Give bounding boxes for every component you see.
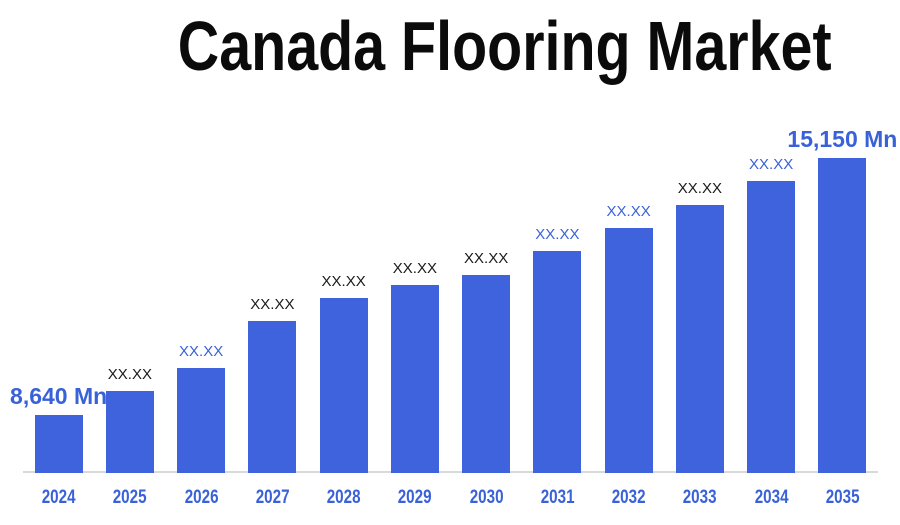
bar-value-label-2030: XX.XX	[464, 250, 509, 267]
bar-2028	[319, 298, 368, 473]
bar-column-2033: XX.XX	[664, 179, 735, 473]
x-axis-label-2030: 2030	[469, 487, 504, 508]
x-axis-label-2028: 2028	[326, 487, 361, 508]
bar-value-label-2032: XX.XX	[606, 203, 651, 220]
bar-value-label-2024: 8,640 Mn	[10, 383, 108, 409]
bar-value-label-2028: XX.XX	[321, 273, 366, 290]
bar-column-2026: XX.XX	[166, 342, 237, 473]
bar-2031	[533, 251, 582, 473]
x-axis-label-2031: 2031	[540, 487, 575, 508]
bar-column-2035: 15,150 Mn	[787, 126, 897, 473]
bar-2025	[105, 391, 154, 473]
bar-value-label-2025: XX.XX	[107, 366, 152, 383]
bar-2026	[177, 368, 226, 473]
x-axis-label-2026: 2026	[184, 487, 219, 508]
x-axis-label-2024: 2024	[41, 487, 76, 508]
x-axis-label-2035: 2035	[825, 487, 860, 508]
bar-column-2024: 8,640 Mn	[10, 383, 107, 473]
bar-column-2028: XX.XX	[308, 272, 379, 473]
bar-value-label-2035: 15,150 Mn	[787, 126, 898, 152]
bar-column-2025: XX.XX	[94, 365, 165, 473]
x-axis-label-2032: 2032	[611, 487, 646, 508]
bar-column-2032: XX.XX	[593, 202, 664, 473]
x-axis-label-2033: 2033	[682, 487, 717, 508]
bar-2032	[604, 228, 653, 473]
bar-2034	[747, 181, 796, 473]
bar-value-label-2027: XX.XX	[250, 296, 295, 313]
bar-value-label-2033: XX.XX	[677, 180, 722, 197]
chart-title: Canada Flooring Market	[0, 7, 900, 85]
bar-2033	[675, 205, 724, 473]
bar-column-2030: XX.XX	[451, 249, 522, 473]
bar-2029	[390, 285, 439, 473]
bars-row: 8,640 Mn XX.XX XX.XX XX.XX XX.XX XX.XX XX.XX XX…	[10, 126, 897, 473]
x-axis-line	[23, 471, 878, 473]
bar-value-label-2031: XX.XX	[535, 226, 580, 243]
bar-value-label-2029: XX.XX	[392, 260, 437, 277]
x-axis-label-2034: 2034	[754, 487, 789, 508]
x-axis-labels: 2024 2025 2026 2027 2028 2029 2030 2031 2032 2033…	[23, 487, 878, 509]
bar-2030	[462, 275, 511, 473]
plot-area: 8,640 Mn XX.XX XX.XX XX.XX XX.XX XX.XX XX.XX XX…	[10, 126, 897, 473]
bar-value-label-2026: XX.XX	[179, 343, 224, 360]
bar-column-2029: XX.XX	[379, 259, 450, 473]
x-axis-label-2025: 2025	[112, 487, 147, 508]
bar-2027	[248, 321, 297, 473]
bar-column-2027: XX.XX	[237, 295, 308, 473]
bar-column-2031: XX.XX	[522, 225, 593, 473]
x-axis-label-2027: 2027	[255, 487, 290, 508]
chart-title-text: Canada Flooring Market	[178, 7, 832, 85]
bar-2035	[818, 158, 867, 473]
x-axis-label-2029: 2029	[397, 487, 432, 508]
bar-value-label-2034: XX.XX	[749, 156, 794, 173]
bar-2024	[34, 415, 83, 473]
bar-column-2034: XX.XX	[736, 155, 807, 473]
